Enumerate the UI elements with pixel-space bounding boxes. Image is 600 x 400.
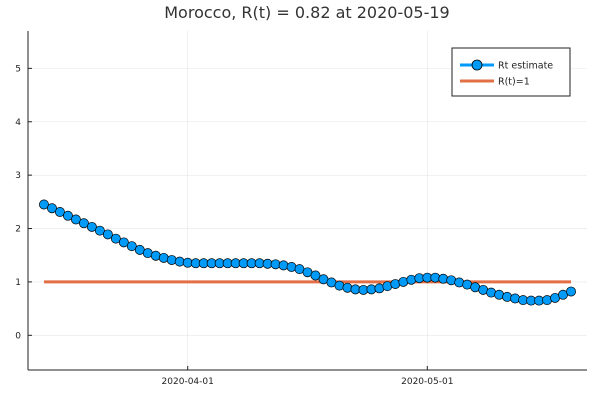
- data-point-rt-estimate: [110, 233, 121, 244]
- data-point-rt-estimate: [118, 237, 129, 248]
- chart-title: Morocco, R(t) = 0.82 at 2020-05-19: [164, 3, 449, 22]
- y-tick-label: 4: [15, 118, 21, 128]
- data-point-rt-estimate: [566, 286, 576, 297]
- x-tick-label: 2020-04-01: [162, 377, 214, 387]
- y-tick-label: 3: [15, 171, 21, 181]
- data-point-rt-estimate: [86, 221, 97, 232]
- data-point-rt-estimate: [510, 293, 521, 304]
- y-tick-label: 1: [15, 278, 21, 288]
- axes: [27, 31, 587, 371]
- legend-label-rt-estimate: Rt estimate: [498, 61, 553, 72]
- y-tick-label: 5: [15, 64, 21, 74]
- data-point-rt-estimate: [310, 270, 321, 281]
- data-point-rt-estimate: [70, 214, 81, 225]
- series-layer: [39, 199, 576, 306]
- data-point-rt-estimate: [406, 274, 417, 285]
- x-axis-ticks: 2020-04-01 2020-05-01: [162, 366, 453, 387]
- x-tick-label: 2020-05-01: [401, 377, 453, 387]
- data-point-rt-estimate: [278, 260, 289, 271]
- y-tick-label: 2: [15, 225, 21, 235]
- data-point-rt-estimate: [62, 210, 73, 221]
- data-point-rt-estimate: [78, 218, 89, 229]
- data-point-rt-estimate: [47, 203, 57, 214]
- data-point-rt-estimate: [502, 291, 513, 302]
- y-tick-label: 0: [15, 331, 21, 341]
- series-line-rt-estimate: [43, 203, 572, 303]
- data-point-rt-estimate: [342, 282, 353, 293]
- legend: Rt estimate R(t)=1: [451, 47, 571, 97]
- data-point-rt-estimate: [126, 241, 137, 252]
- legend-box: [451, 47, 571, 97]
- legend-marker-rt-estimate: [471, 59, 483, 71]
- data-point-rt-estimate: [54, 207, 65, 217]
- data-point-rt-estimate: [166, 255, 177, 265]
- data-point-rt-estimate: [39, 199, 49, 210]
- y-axis-ticks: 0 1 2 3 4 5: [15, 64, 32, 341]
- data-point-rt-estimate: [94, 225, 105, 236]
- legend-label-rt-one: R(t)=1: [498, 77, 530, 88]
- data-point-rt-estimate: [102, 229, 113, 240]
- data-point-rt-estimate: [438, 273, 449, 284]
